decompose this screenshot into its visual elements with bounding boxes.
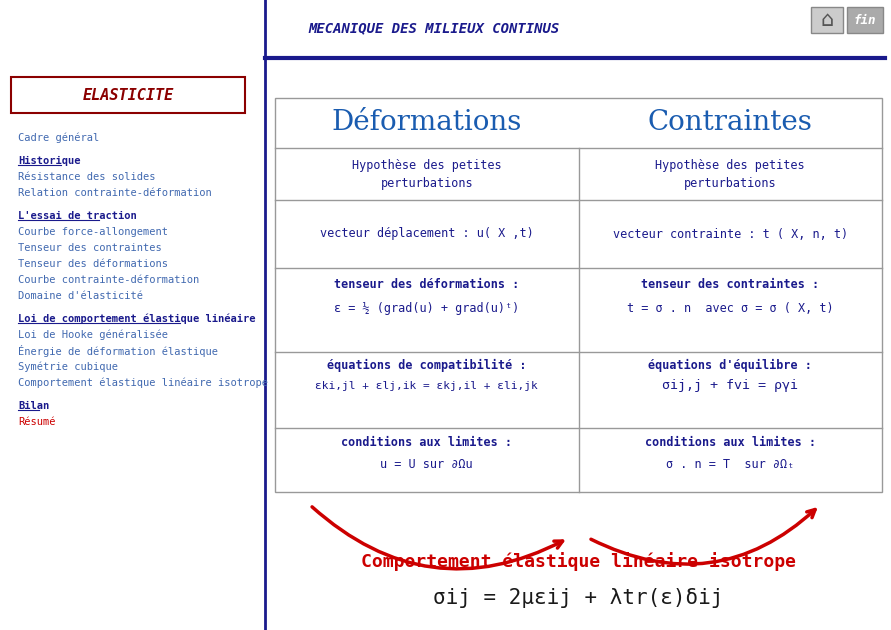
Text: Loi de comportement élastique linéaire: Loi de comportement élastique linéaire xyxy=(18,314,256,324)
FancyBboxPatch shape xyxy=(847,7,883,33)
Text: Symétrie cubique: Symétrie cubique xyxy=(18,362,118,372)
Text: u = U sur ∂Ωu: u = U sur ∂Ωu xyxy=(380,459,473,471)
Text: Hypothèse des petites
perturbations: Hypothèse des petites perturbations xyxy=(656,159,805,190)
Text: ε = ½ (grad(u) + grad(u)ᵗ): ε = ½ (grad(u) + grad(u)ᵗ) xyxy=(334,302,519,314)
Text: conditions aux limites :: conditions aux limites : xyxy=(341,437,512,449)
Text: L'essai de traction: L'essai de traction xyxy=(18,211,136,221)
Text: ⌂: ⌂ xyxy=(821,10,834,30)
Text: MECANIQUE DES MILIEUX CONTINUS: MECANIQUE DES MILIEUX CONTINUS xyxy=(308,21,560,35)
Text: équations de compatibilité :: équations de compatibilité : xyxy=(327,358,527,372)
FancyBboxPatch shape xyxy=(11,77,245,113)
Text: Courbe contrainte-déformation: Courbe contrainte-déformation xyxy=(18,275,200,285)
Text: σij,j + fvi = ργi: σij,j + fvi = ργi xyxy=(662,379,798,392)
FancyBboxPatch shape xyxy=(811,7,843,33)
Text: Comportement élastique linéaire isotrope: Comportement élastique linéaire isotrope xyxy=(361,553,796,571)
Text: ELASTICITE: ELASTICITE xyxy=(82,88,174,103)
Text: Résumé: Résumé xyxy=(18,417,55,427)
Text: Comportement élastique linéaire isotrope: Comportement élastique linéaire isotrope xyxy=(18,378,268,388)
Text: Historique: Historique xyxy=(18,156,80,166)
Text: fin: fin xyxy=(854,13,876,26)
Text: Déformations: Déformations xyxy=(331,110,522,137)
Text: équations d'équilibre :: équations d'équilibre : xyxy=(649,358,813,372)
Text: Contraintes: Contraintes xyxy=(648,110,813,137)
Text: Relation contrainte-déformation: Relation contrainte-déformation xyxy=(18,188,212,198)
Text: conditions aux limites :: conditions aux limites : xyxy=(645,437,816,449)
Text: Bilan: Bilan xyxy=(18,401,49,411)
Text: tenseur des contraintes :: tenseur des contraintes : xyxy=(642,278,820,292)
Text: Tenseur des déformations: Tenseur des déformations xyxy=(18,259,168,269)
Text: Domaine d'élasticité: Domaine d'élasticité xyxy=(18,291,143,301)
Text: σij = 2μεij + λtr(ε)δij: σij = 2μεij + λtr(ε)δij xyxy=(433,588,723,608)
Text: Hypothèse des petites
perturbations: Hypothèse des petites perturbations xyxy=(352,159,502,190)
Text: Résistance des solides: Résistance des solides xyxy=(18,172,156,182)
Text: σ . n = T  sur ∂Ωₜ: σ . n = T sur ∂Ωₜ xyxy=(666,459,795,471)
Text: Énergie de déformation élastique: Énergie de déformation élastique xyxy=(18,345,218,357)
Text: εki,jl + εlj,ik = εkj,il + εli,jk: εki,jl + εlj,ik = εkj,il + εli,jk xyxy=(315,381,538,391)
Text: vecteur déplacement : u( X ,t): vecteur déplacement : u( X ,t) xyxy=(320,227,534,241)
Text: tenseur des déformations :: tenseur des déformations : xyxy=(334,278,519,292)
Text: Tenseur des contraintes: Tenseur des contraintes xyxy=(18,243,162,253)
Text: Courbe force-allongement: Courbe force-allongement xyxy=(18,227,168,237)
Text: Cadre général: Cadre général xyxy=(18,133,99,143)
Text: vecteur contrainte : t ( X, n, t): vecteur contrainte : t ( X, n, t) xyxy=(613,227,848,241)
Text: t = σ . n  avec σ = σ ( X, t): t = σ . n avec σ = σ ( X, t) xyxy=(627,302,834,314)
FancyBboxPatch shape xyxy=(275,98,882,492)
Text: Loi de Hooke généralisée: Loi de Hooke généralisée xyxy=(18,329,168,340)
